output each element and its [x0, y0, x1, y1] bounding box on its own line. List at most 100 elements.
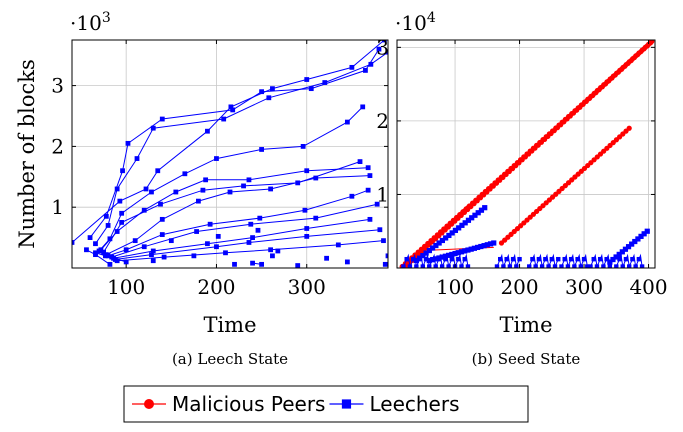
data-point: [200, 187, 206, 193]
data-point: [385, 253, 388, 259]
data-point: [462, 248, 468, 254]
data-point: [313, 215, 319, 221]
data-point: [629, 241, 635, 247]
data-point: [601, 264, 606, 268]
data-point: [268, 247, 274, 253]
data-point: [159, 116, 165, 122]
data-point: [376, 46, 382, 52]
data-point: [123, 259, 129, 265]
data-point: [313, 175, 319, 181]
data-point: [259, 147, 264, 152]
data-point: [114, 229, 120, 234]
data-point: [84, 247, 89, 253]
data-point: [597, 256, 603, 262]
data-point: [430, 245, 436, 251]
data-point: [610, 256, 616, 262]
data-point: [626, 125, 632, 131]
data-point: [501, 264, 506, 268]
data-point: [308, 86, 314, 92]
x-tick-label: 200: [197, 275, 235, 299]
legend-item-leechers: Leechers: [329, 392, 460, 416]
chart-caption: (a) Leech State: [172, 350, 288, 368]
data-point: [433, 256, 439, 262]
scatter-points: [150, 227, 388, 268]
data-point: [433, 264, 438, 268]
data-point: [304, 168, 310, 174]
series-line: [95, 51, 388, 244]
data-point: [465, 217, 472, 223]
data-point: [98, 247, 104, 253]
data-point: [475, 244, 481, 251]
data-point: [449, 251, 455, 258]
series-line-11: [114, 238, 386, 264]
data-point: [443, 256, 448, 262]
data-point: [436, 232, 442, 239]
data-point: [413, 258, 419, 264]
data-point: [414, 264, 419, 268]
axis-multiplier: ·104: [395, 10, 436, 35]
data-point: [458, 211, 465, 217]
data-point: [117, 198, 123, 204]
data-point: [228, 104, 234, 110]
data-point: [141, 244, 147, 250]
data-point: [232, 261, 237, 267]
data-point: [627, 264, 632, 268]
data-point: [475, 210, 481, 216]
data-point: [581, 256, 587, 262]
data-point: [423, 256, 429, 262]
data-point: [465, 264, 471, 268]
data-point: [101, 249, 106, 255]
data-point: [105, 253, 111, 259]
data-point: [446, 232, 452, 239]
data-point: [446, 264, 451, 268]
data-point: [120, 168, 125, 174]
y-tick-label: 2: [376, 109, 389, 133]
data-point: [433, 242, 439, 249]
data-point: [407, 264, 413, 268]
data-point: [439, 254, 445, 260]
data-point: [446, 252, 452, 258]
data-point: [430, 256, 435, 262]
data-point: [507, 264, 513, 268]
data-point: [533, 264, 538, 268]
data-point: [445, 223, 451, 229]
data-point: [205, 128, 210, 134]
data-point: [436, 256, 442, 262]
data-point: [214, 156, 219, 161]
data-point: [360, 104, 366, 110]
data-point: [536, 256, 542, 262]
data-point: [607, 259, 613, 265]
data-point: [639, 264, 645, 268]
data-point: [158, 201, 163, 207]
data-point: [214, 244, 219, 250]
data-point: [604, 256, 609, 262]
legend-label: Malicious Peers: [172, 392, 325, 416]
grid: [397, 40, 655, 268]
data-point: [469, 215, 475, 221]
data-point: [452, 227, 459, 233]
data-point: [304, 233, 310, 239]
data-point: [455, 214, 461, 220]
data-point: [203, 177, 209, 183]
chart-seed-state: 100 200 300 400 1 2 3·104 Time (b) Seed State: [376, 10, 667, 368]
data-point: [620, 264, 625, 268]
data-point: [588, 264, 593, 268]
data-point: [259, 261, 264, 267]
series-line: [100, 167, 369, 251]
data-point: [465, 205, 471, 211]
data-point: [173, 189, 179, 195]
data-point: [426, 247, 432, 254]
data-point: [594, 264, 600, 268]
data-point: [149, 189, 154, 195]
data-point: [482, 205, 488, 211]
data-point: [565, 264, 571, 268]
data-point: [468, 246, 474, 252]
data-point: [150, 248, 156, 254]
data-point: [119, 210, 125, 216]
data-point: [161, 254, 167, 260]
legend-box: [123, 385, 529, 423]
x-tick-label: 300: [288, 275, 326, 299]
x-tick-label: 200: [500, 275, 538, 299]
data-point: [250, 235, 255, 240]
y-tick-label: 1: [51, 195, 64, 219]
